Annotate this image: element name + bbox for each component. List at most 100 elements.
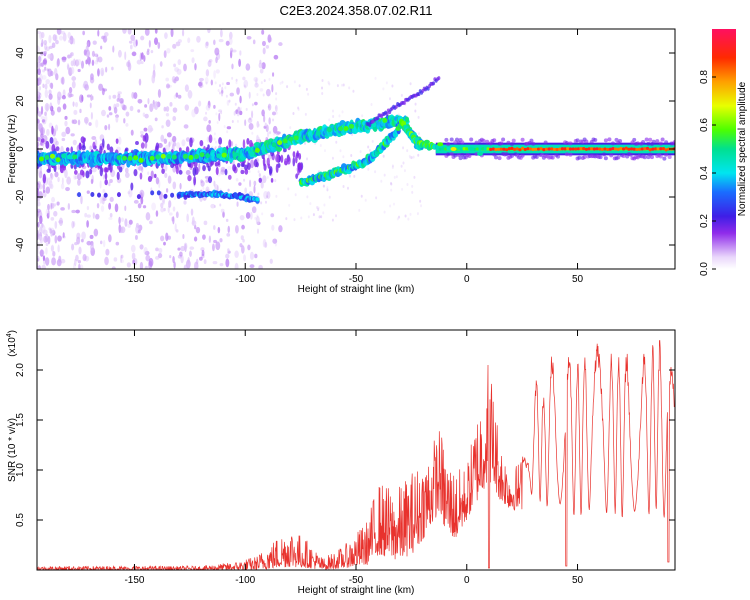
- spectrogram-blob: [143, 55, 146, 62]
- spectrogram-blob: [45, 46, 50, 52]
- spectrogram-blob: [253, 159, 258, 168]
- spectrogram-blob: [288, 203, 291, 207]
- spectrogram-blob: [210, 203, 216, 209]
- spectrogram-blob: [219, 238, 223, 243]
- spectrogram-y-tick-label: -20: [15, 189, 26, 204]
- spectrogram-blob: [318, 215, 321, 219]
- spectrogram-blob: [137, 98, 143, 104]
- spectrogram-blob: [150, 190, 155, 196]
- spectrogram-blob: [292, 151, 296, 158]
- spectrogram-blob: [341, 110, 344, 114]
- spectrogram-blob: [71, 80, 76, 89]
- spectrogram-blob: [667, 155, 672, 160]
- spectrogram-blob: [163, 193, 168, 199]
- spectrogram-blob: [249, 117, 252, 121]
- spectrogram-blob: [147, 97, 150, 105]
- snr-x-tick-label: -100: [235, 575, 255, 586]
- spectrogram-blob: [382, 154, 385, 158]
- spectrogram-blob: [253, 180, 257, 186]
- spectrogram-blob: [135, 235, 138, 240]
- spectrogram-blob: [297, 106, 300, 110]
- spectrogram-blob: [255, 197, 260, 202]
- spectrogram-blob: [77, 119, 81, 126]
- spectrogram-blob: [220, 208, 225, 213]
- spectrogram-blob: [64, 120, 68, 127]
- spectrogram-blob: [268, 117, 271, 125]
- spectrogram-blob: [37, 68, 41, 76]
- spectrogram-blob: [212, 243, 215, 252]
- spectrogram-blob: [165, 119, 171, 127]
- spectrogram-blob: [163, 50, 167, 58]
- spectrogram-blob: [213, 137, 216, 141]
- spectrogram-blob: [307, 215, 310, 219]
- spectrogram-blob: [172, 43, 177, 49]
- spectrogram-blob: [37, 201, 41, 207]
- spectrogram-blob: [131, 51, 137, 57]
- spectrogram-blob: [256, 92, 259, 96]
- spectrogram-blob: [108, 216, 113, 221]
- spectrogram-blob: [286, 156, 291, 165]
- spectrogram-blob: [267, 34, 272, 43]
- spectrogram-blob: [653, 147, 658, 151]
- spectrogram-blob: [249, 151, 255, 157]
- spectrogram-blob: [402, 100, 406, 105]
- spectrogram-blob: [227, 188, 230, 192]
- spectrogram-blob: [84, 84, 89, 91]
- colorbar-label: Normalized spectral amplitude: [737, 81, 748, 216]
- spectrogram-blob: [215, 166, 219, 176]
- spectrogram-blob: [243, 178, 246, 182]
- spectrogram-blob: [326, 186, 329, 190]
- spectrogram-blob: [468, 147, 475, 151]
- spectrogram-blob: [61, 177, 64, 185]
- colorbar-tick-label: 0.0: [699, 262, 710, 276]
- spectrogram-blob: [161, 168, 165, 174]
- spectrogram-blob: [319, 144, 322, 148]
- spectrogram-blob: [45, 186, 51, 194]
- spectrogram-blob: [183, 264, 188, 269]
- spectrogram-blob: [37, 191, 40, 197]
- spectrogram-blob: [60, 258, 66, 264]
- spectrogram-blob: [108, 95, 112, 100]
- spectrogram-blob: [133, 199, 139, 204]
- spectrogram-blob: [37, 241, 41, 250]
- spectrogram-blob: [37, 210, 40, 217]
- spectrogram-blob: [169, 254, 172, 259]
- spectrogram-blob: [259, 68, 264, 74]
- spectrogram-blob: [368, 148, 371, 152]
- spectrogram-blob: [44, 115, 48, 122]
- spectrogram-blob: [86, 56, 91, 65]
- spectrogram-blob: [260, 201, 263, 205]
- spectrogram-blob: [50, 202, 53, 210]
- spectrogram-blob: [228, 99, 231, 103]
- spectrogram-blob: [169, 102, 173, 107]
- spectrogram-blob: [213, 185, 216, 189]
- spectrogram-blob: [182, 234, 185, 240]
- spectrogram-blob: [40, 105, 44, 115]
- spectrogram-blob: [492, 152, 497, 157]
- spectrogram-blob: [552, 147, 557, 152]
- spectrogram-blob: [388, 97, 391, 101]
- spectrogram-blob: [89, 145, 92, 151]
- spectrogram-blob: [170, 29, 174, 38]
- spectrogram-blob: [273, 54, 279, 60]
- spectrogram-blob: [39, 62, 45, 67]
- spectrogram-blob: [45, 257, 50, 266]
- spectrogram-blob: [207, 29, 211, 34]
- spectrogram-blob: [56, 29, 62, 35]
- spectrogram-blob: [68, 39, 72, 43]
- spectrogram-blob: [509, 142, 514, 147]
- spectrogram-blob: [172, 181, 177, 190]
- spectrogram-blob: [457, 146, 461, 150]
- spectrogram-blob: [595, 147, 599, 151]
- spectrogram-blob: [198, 77, 204, 82]
- spectrogram-blob: [214, 47, 220, 56]
- spectrogram-blob: [413, 175, 416, 179]
- spectrogram-blob: [53, 68, 58, 77]
- spectrogram-blob: [632, 147, 636, 151]
- spectrogram-blob: [208, 58, 213, 63]
- spectrogram-blob: [46, 177, 52, 186]
- spectrogram-blob: [246, 63, 250, 69]
- spectrogram-x-tick-label: 0: [464, 274, 470, 285]
- spectrogram-blob: [205, 41, 209, 46]
- spectrogram-blob: [261, 212, 264, 216]
